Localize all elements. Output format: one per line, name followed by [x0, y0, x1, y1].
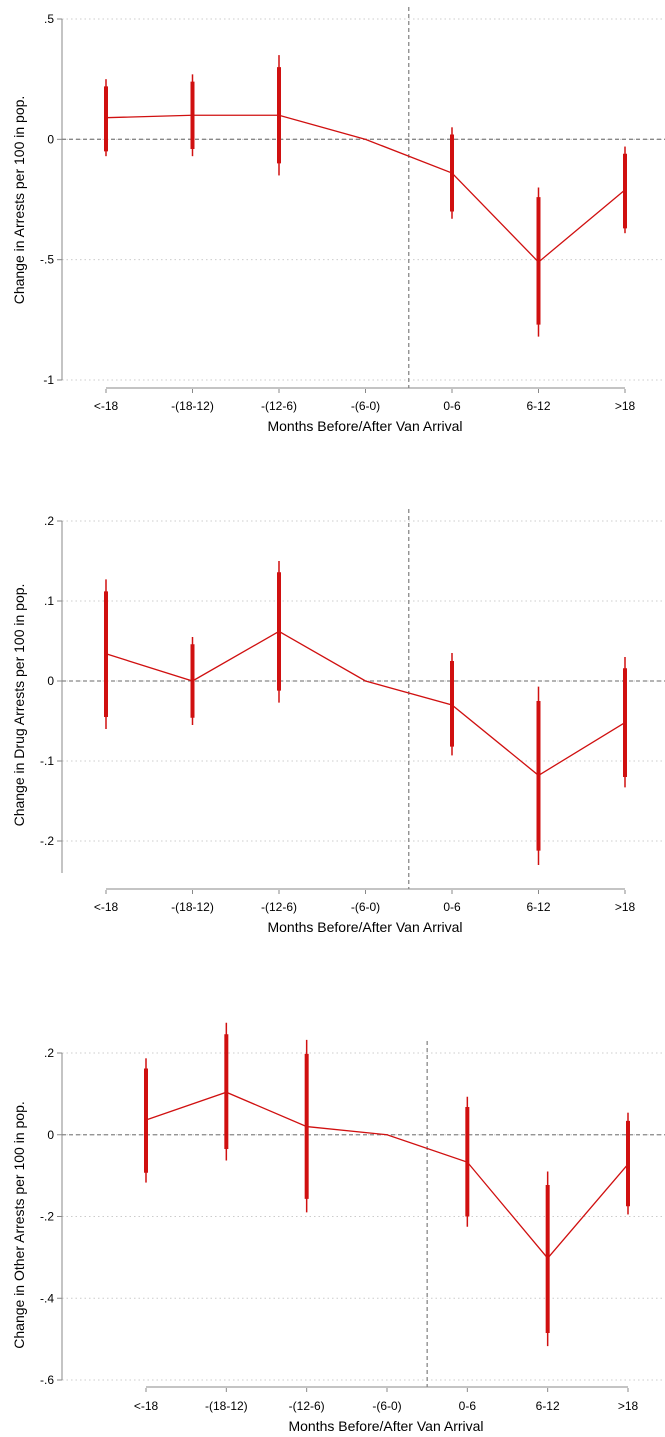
chart-panel-other-arrests: Change in Other Arrests per 100 in pop. …: [11, 1022, 665, 1434]
x-tick-label: -(18-12): [171, 399, 214, 413]
x-tick-label: -(18-12): [205, 1399, 248, 1413]
y-tick-label: 0: [47, 674, 54, 688]
y-tick-label: -.1: [40, 754, 54, 768]
x-tick-label: >18: [615, 399, 636, 413]
x-tick-label: 0-6: [459, 1399, 477, 1413]
y-tick-label: -1: [43, 373, 54, 387]
x-tick-label: 0-6: [443, 900, 461, 914]
x-tick-label: <-18: [134, 1399, 159, 1413]
x-axis-title: Months Before/After Van Arrival: [267, 919, 462, 935]
y-tick-label: -.5: [40, 253, 54, 267]
x-tick-label: >18: [618, 1399, 639, 1413]
y-tick-label: .1: [44, 594, 54, 608]
y-tick-label: .2: [44, 1046, 54, 1060]
x-tick-label: -(12-6): [261, 900, 297, 914]
y-tick-label: .5: [44, 12, 54, 26]
x-tick-label: -(6-0): [351, 900, 380, 914]
y-tick-label: 0: [47, 132, 54, 146]
x-tick-label: 6-12: [536, 1399, 560, 1413]
x-tick-label: >18: [615, 900, 636, 914]
chart-panel-arrests: Change in Arrests per 100 in pop. Months…: [11, 7, 665, 434]
x-tick-label: 0-6: [443, 399, 461, 413]
y-tick-label: .2: [44, 514, 54, 528]
y-tick-label: -.2: [40, 834, 54, 848]
x-tick-label: -(12-6): [289, 1399, 325, 1413]
y-axis-title: Change in Drug Arrests per 100 in pop.: [11, 584, 27, 827]
estimate-line: [145, 1091, 629, 1260]
x-tick-label: <-18: [94, 399, 119, 413]
x-axis-title: Months Before/After Van Arrival: [288, 1418, 483, 1434]
x-tick-label: -(6-0): [372, 1399, 401, 1413]
chart-panel-drug-arrests: Change in Drug Arrests per 100 in pop. M…: [11, 509, 665, 935]
y-tick-label: -.4: [40, 1291, 54, 1305]
x-tick-label: 6-12: [526, 900, 550, 914]
x-tick-label: -(12-6): [261, 399, 297, 413]
y-tick-label: -.6: [40, 1373, 54, 1387]
y-tick-label: 0: [47, 1128, 54, 1142]
x-tick-label: 6-12: [526, 399, 550, 413]
x-tick-label: -(6-0): [351, 399, 380, 413]
x-tick-label: <-18: [94, 900, 119, 914]
y-axis-title: Change in Other Arrests per 100 in pop.: [11, 1101, 27, 1348]
estimate-line: [105, 630, 626, 777]
estimate-line: [105, 114, 626, 263]
x-axis-title: Months Before/After Van Arrival: [267, 418, 462, 434]
x-tick-label: -(18-12): [171, 900, 214, 914]
y-axis-title: Change in Arrests per 100 in pop.: [11, 96, 27, 305]
y-tick-label: -.2: [40, 1210, 54, 1224]
